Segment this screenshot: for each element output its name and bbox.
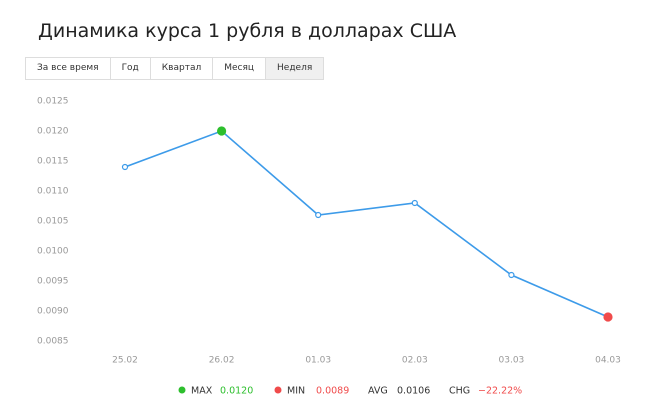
x-tick-label: 26.02: [209, 356, 235, 366]
stat-label: MAX: [191, 386, 213, 397]
y-tick-label: 0.0120: [37, 127, 69, 137]
y-tick-label: 0.0105: [37, 217, 69, 227]
stat-label: AVG: [368, 386, 388, 397]
y-tick-label: 0.0115: [37, 157, 69, 167]
y-tick-label: 0.0125: [37, 97, 69, 107]
y-tick-label: 0.0100: [37, 247, 69, 257]
y-tick-label: 0.0110: [37, 187, 69, 197]
stat-value: 0.0106: [397, 386, 430, 397]
y-tick-label: 0.0090: [37, 307, 69, 317]
x-tick-label: 02.03: [402, 356, 428, 366]
tab[interactable]: Год: [109, 57, 151, 80]
tab-bar: За все время Год Квартал Месяц Неделя: [25, 57, 325, 80]
y-tick-label: 0.0085: [37, 337, 69, 347]
line: [124, 130, 609, 318]
x-tick-label: 25.02: [112, 356, 138, 366]
point: [603, 312, 613, 322]
point: [508, 271, 515, 279]
point: [217, 126, 227, 136]
x-tick-label: 03.03: [499, 356, 525, 366]
stat-label: CHG: [449, 386, 470, 397]
point: [315, 211, 322, 219]
stat-value: 0.0120: [220, 386, 253, 397]
stat-dot: [274, 386, 282, 394]
stat-label: MIN: [287, 386, 305, 397]
point: [121, 163, 129, 171]
stat-dot: [178, 386, 186, 394]
tab[interactable]: За все время: [25, 57, 111, 80]
tab[interactable]: Неделя: [265, 57, 325, 80]
stats: MAX 0.0120 MIN 0.0089 AVG 0.0106 CHG −22.22%: [178, 386, 522, 397]
x-tick-label: 04.03: [595, 356, 621, 366]
stat-value: 0.0089: [316, 386, 349, 397]
point: [411, 199, 418, 207]
tab[interactable]: Квартал: [149, 57, 214, 80]
stat-value: −22.22%: [478, 386, 522, 397]
y-tick-label: 0.0095: [37, 277, 69, 287]
x-tick-label: 01.03: [305, 356, 331, 366]
page-title: Динамика курса 1 рубля в долларах США: [38, 20, 457, 42]
